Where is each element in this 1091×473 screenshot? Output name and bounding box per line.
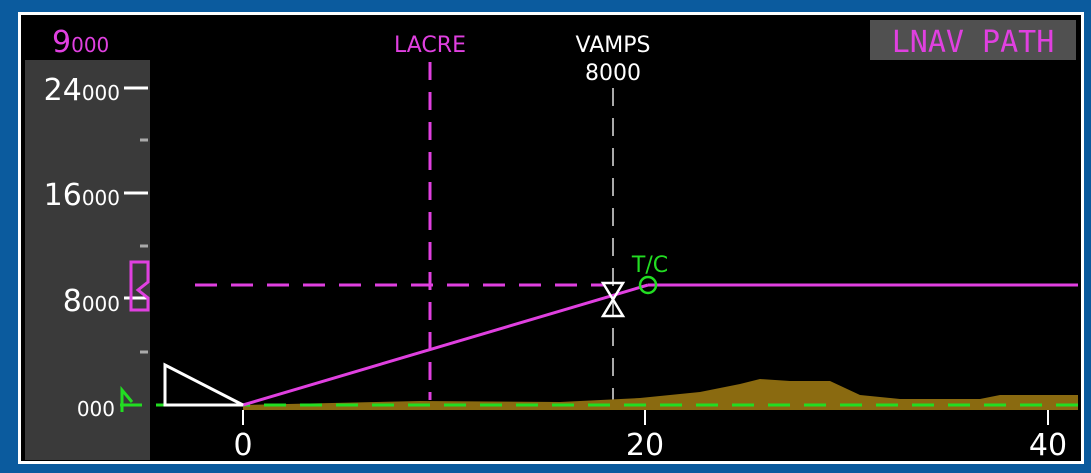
altitude-label: 16000: [44, 178, 120, 213]
mode-box: [870, 20, 1076, 60]
distance-label: 20: [626, 428, 664, 463]
altitude-major: 16: [44, 178, 82, 213]
selected-altitude: 9000: [52, 25, 109, 60]
mode: LNAV PATH: [892, 25, 1055, 60]
altitude-minor: 000: [77, 397, 115, 421]
altitude-label: 24000: [44, 73, 120, 108]
altitude-constraint: [600, 281, 626, 318]
waypoint-altitude: 8000: [585, 61, 641, 86]
altitude-ticks: [124, 86, 148, 354]
altitude-label: 000: [77, 397, 115, 421]
altitude-minor: 000: [82, 292, 120, 316]
display: [21, 15, 1081, 461]
top-of-climb-label: T/C: [631, 253, 668, 278]
altitude-bug: [129, 260, 150, 312]
top-of-climb-marker: [638, 275, 658, 295]
selected-altitude-minor: 000: [71, 33, 109, 57]
distance-ticks: [242, 410, 1049, 425]
waypoint-name: LACRE: [394, 33, 466, 58]
distance-label: 40: [1029, 428, 1067, 463]
climb-path: [242, 283, 649, 407]
altitude-major: 8: [63, 284, 82, 319]
altitude-minor: 000: [82, 186, 120, 210]
altitude-scale-bg: [25, 60, 150, 460]
terrain: [243, 379, 1078, 410]
altitude-minor: 000: [82, 81, 120, 105]
selected-altitude-major: 9: [52, 25, 71, 60]
waypoint-name: VAMPS: [576, 33, 651, 58]
altitude-major: 24: [44, 73, 82, 108]
altitude-label: 8000: [63, 284, 120, 319]
aircraft-symbol: [163, 362, 244, 407]
distance-label: 0: [233, 428, 252, 463]
